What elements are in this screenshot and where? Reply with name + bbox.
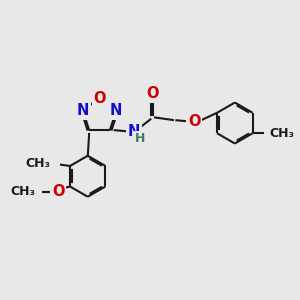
Text: H: H xyxy=(135,132,146,145)
Text: N: N xyxy=(110,103,122,118)
Text: O: O xyxy=(146,86,159,101)
Text: CH₃: CH₃ xyxy=(25,157,50,169)
Text: O: O xyxy=(52,184,64,199)
Text: O: O xyxy=(93,91,106,106)
Text: CH₃: CH₃ xyxy=(270,127,295,140)
Text: N: N xyxy=(76,103,89,118)
Text: O: O xyxy=(188,114,201,129)
Text: N: N xyxy=(128,124,140,139)
Text: CH₃: CH₃ xyxy=(11,185,36,198)
